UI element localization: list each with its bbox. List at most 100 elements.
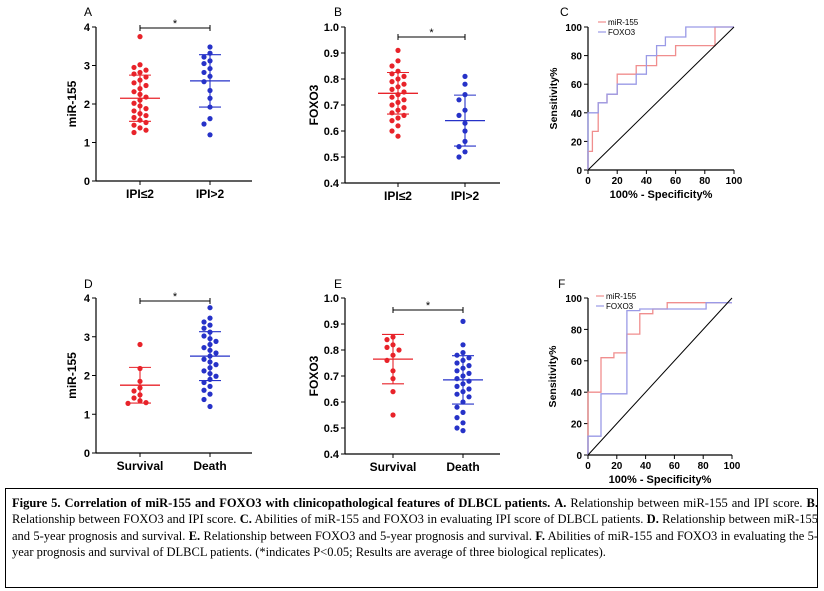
data-point (137, 34, 143, 40)
caption-label-c: C. (239, 512, 252, 527)
legend-entry: miR-155 (606, 292, 637, 301)
data-point (390, 412, 396, 418)
data-point (207, 403, 213, 410)
panel-label: A (84, 5, 92, 19)
y-tick-label: 0.9 (324, 319, 339, 331)
y-tick-label: 0.6 (324, 126, 339, 138)
data-point (454, 415, 460, 421)
panel-label: F (558, 277, 565, 291)
data-point (207, 322, 213, 328)
y-tick-label: 0 (84, 448, 90, 460)
reference-diagonal (587, 26, 735, 171)
y-tick-label: 80 (571, 325, 583, 336)
data-point (131, 108, 137, 114)
data-point (466, 394, 472, 400)
data-point (460, 428, 466, 434)
data-point (390, 389, 396, 395)
data-point (389, 63, 395, 69)
data-point (460, 420, 466, 426)
caption-text-f: Abilities of miR-155 and FOXO3 in evalua… (12, 528, 819, 559)
x-axis-title: 100% - Specificity% (610, 189, 713, 201)
y-tick-label: 80 (571, 52, 583, 63)
y-tick-label: 20 (571, 137, 583, 148)
data-point (401, 81, 407, 87)
y-axis-title: miR-155 (65, 352, 79, 399)
data-point (384, 344, 390, 350)
data-point (131, 129, 137, 136)
data-point (456, 112, 462, 118)
data-point (207, 132, 213, 138)
roc-curve-foxo3 (587, 302, 732, 455)
data-point (201, 368, 207, 374)
y-tick-label: 3 (84, 61, 90, 73)
data-point (143, 74, 149, 80)
y-axis-title: Sensitivity% (547, 345, 559, 408)
data-point (201, 356, 207, 362)
legend-entry: FOXO3 (606, 302, 634, 311)
y-tick-label: 0 (576, 166, 582, 177)
y-axis-title: Sensitivity% (548, 67, 560, 130)
data-point (201, 79, 207, 85)
data-point (201, 54, 207, 60)
caption-note: (*indicates P<0.05; Results are average … (255, 544, 606, 559)
y-tick-label: 0.6 (324, 397, 339, 409)
panel-c: C 0 20 40 60 80 100 0 20 40 60 80 100 100% - Specific… (548, 5, 743, 201)
caption-box (5, 488, 818, 588)
data-point (137, 341, 143, 348)
x-tick-label: IPI>2 (451, 189, 480, 203)
data-point (143, 127, 149, 133)
y-tick-label: 0.5 (324, 152, 339, 164)
y-tick-label: 100 (565, 294, 582, 305)
y-tick-label: 2 (84, 99, 90, 111)
y-tick-label: 1.0 (324, 22, 339, 34)
legend-entry: miR-155 (608, 18, 639, 27)
data-point (143, 119, 149, 126)
data-point (462, 73, 468, 79)
data-point (201, 379, 207, 386)
y-tick-label: 4 (84, 22, 91, 34)
y-tick-label: 0.8 (324, 74, 339, 86)
roc-curve-mir-155 (587, 26, 734, 170)
data-point (389, 128, 395, 134)
data-point (201, 325, 207, 331)
data-point (207, 116, 213, 122)
data-point (389, 86, 395, 92)
data-point (201, 345, 207, 351)
data-point (143, 94, 149, 100)
roc-curve-mir-155 (587, 302, 732, 455)
data-point (466, 370, 472, 376)
data-point (131, 100, 137, 106)
data-point (395, 123, 401, 129)
x-tick-label: Death (446, 460, 479, 474)
x-tick-label: 0 (585, 461, 591, 472)
data-point (466, 363, 472, 369)
data-point (131, 80, 137, 86)
data-point (395, 47, 401, 54)
data-point (454, 391, 460, 397)
data-point (454, 360, 460, 366)
data-point (207, 305, 213, 311)
data-point (201, 60, 207, 67)
data-point (389, 102, 395, 108)
data-point (137, 62, 143, 68)
caption-text-d: Relationship between miR-155 and 5-year … (12, 512, 818, 543)
y-axis-title: FOXO3 (307, 355, 321, 396)
x-tick-label: IPI≤2 (384, 189, 412, 203)
data-point (401, 73, 407, 79)
data-point (456, 97, 462, 103)
data-point (462, 81, 468, 87)
data-point (454, 368, 460, 374)
y-tick-label: 40 (571, 388, 583, 399)
data-point (143, 106, 149, 112)
y-tick-label: 0.9 (324, 48, 339, 60)
y-tick-label: 1 (84, 138, 90, 150)
caption-text-a: Relationship between miR-155 and IPI sco… (570, 496, 803, 510)
data-point (395, 115, 401, 121)
panel-e: E 0.4 0.5 0.6 0.7 0.8 0.9 1.0 FOXO3 Survival Death… (307, 277, 500, 474)
data-point (201, 333, 207, 339)
data-point (389, 79, 395, 85)
y-tick-label: 100 (565, 23, 582, 34)
x-tick-label: 60 (669, 461, 681, 472)
data-point (143, 112, 149, 119)
x-tick-label: Survival (370, 460, 417, 474)
